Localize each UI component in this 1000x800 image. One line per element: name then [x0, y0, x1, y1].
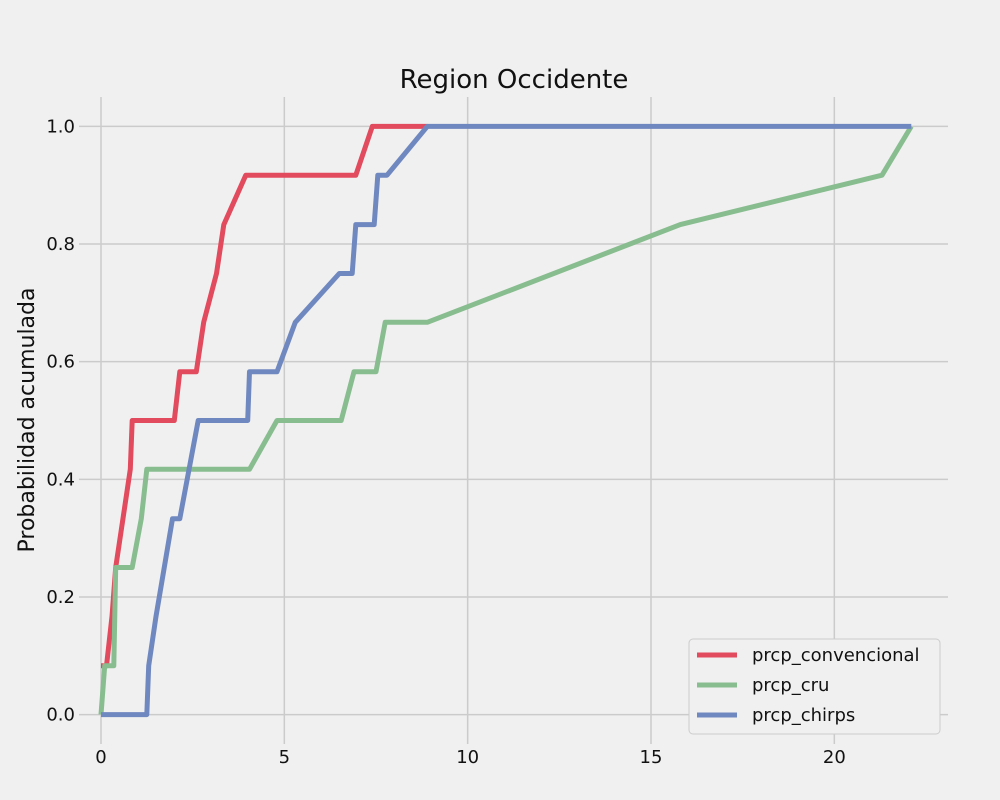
x-tick-label: 0 [95, 747, 106, 768]
grid [79, 97, 948, 744]
y-tick-label: 0.4 [46, 469, 75, 490]
legend-label: prcp_convencional [752, 645, 920, 666]
y-axis-label: Probabilidad acumulada [15, 288, 40, 553]
y-tick-label: 0.2 [46, 587, 75, 608]
legend-label: prcp_cru [752, 675, 829, 696]
legend: prcp_convencional prcp_cru prcp_chirps [688, 638, 941, 735]
series-lines [98, 123, 914, 718]
series-line-prcp_convencional [101, 123, 428, 669]
series-line-prcp_cru [98, 125, 914, 715]
legend-box [688, 638, 941, 735]
legend-label: prcp_chirps [752, 705, 855, 726]
x-tick-label: 20 [823, 747, 846, 768]
x-axis-ticks: 0 5 10 15 20 [95, 747, 846, 768]
y-tick-label: 0.8 [46, 234, 75, 255]
series-line-prcp_chirps [101, 123, 912, 718]
y-tick-label: 0.6 [46, 352, 75, 373]
x-tick-label: 5 [279, 747, 290, 768]
chart-title: Region Occidente [400, 65, 629, 95]
x-tick-label: 10 [456, 747, 479, 768]
y-tick-label: 0.0 [46, 705, 75, 726]
x-tick-label: 15 [640, 747, 663, 768]
y-axis-ticks: 0.0 0.2 0.4 0.6 0.8 1.0 [46, 116, 75, 725]
y-tick-label: 1.0 [46, 116, 75, 137]
